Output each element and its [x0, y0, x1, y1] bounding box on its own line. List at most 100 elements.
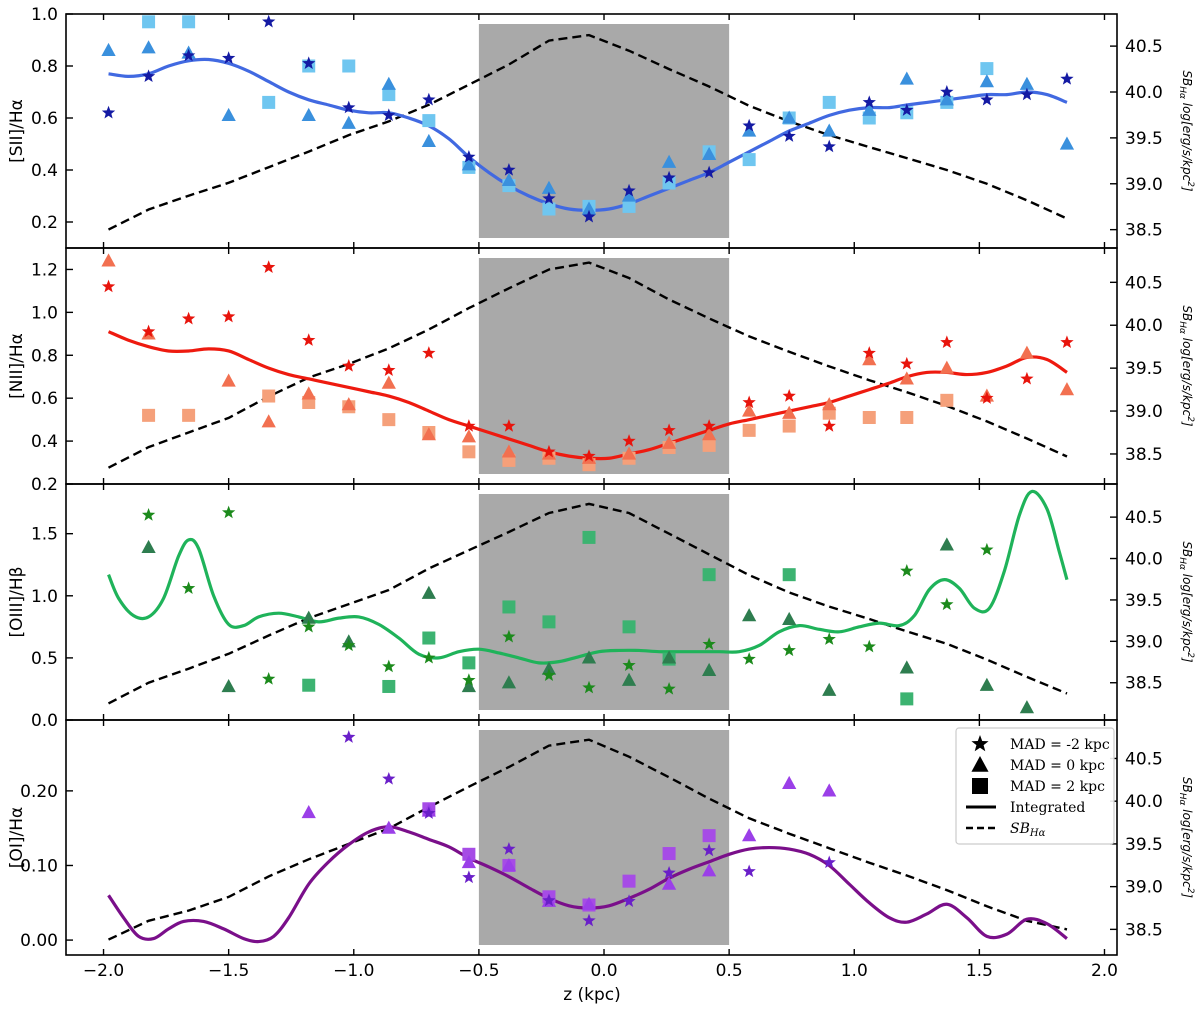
triangle-point — [939, 537, 954, 551]
star-point — [262, 14, 276, 28]
triangle-point — [221, 373, 236, 387]
y-axis-label: [OI]/Hα — [7, 807, 27, 868]
y-tick-label: 0.8 — [31, 346, 58, 366]
y-tick-label: 0.5 — [31, 649, 58, 669]
x-axis-label: z (kpc) — [563, 985, 621, 1005]
y2-label-end: ] — [1180, 892, 1194, 898]
triangle-point — [621, 188, 637, 202]
star-point — [302, 333, 316, 346]
triangle-point — [742, 828, 757, 842]
y2-label-rest: log[erg/s/kpc — [1180, 570, 1194, 653]
triangle-point — [701, 427, 717, 441]
triangle-point — [221, 678, 236, 693]
star-point — [900, 356, 914, 370]
star-point — [302, 619, 316, 633]
triangle-point — [301, 386, 316, 400]
triangle-point — [301, 610, 316, 624]
star-point — [900, 563, 914, 577]
panel-2: 0.2 0.4 0.6 0.8 1.0 1.2 38.5 39.0 39.5 40.0 40.5 [N… — [7, 247, 1195, 495]
shaded-region — [478, 24, 730, 238]
triangle-point — [979, 677, 995, 691]
y-tick-label: 0.6 — [31, 109, 58, 129]
legend-label: MAD = 0 kpc — [1010, 758, 1105, 774]
triangle-point — [862, 102, 877, 116]
y-tick-label: 1.2 — [31, 260, 58, 280]
legend-label: MAD = 2 kpc — [1010, 779, 1105, 795]
triangle-point — [782, 405, 797, 419]
triangle-point — [421, 133, 436, 148]
legend-label-main: SB — [1010, 821, 1030, 837]
triangle-point — [661, 154, 677, 168]
triangle-point — [782, 775, 797, 790]
y2-tick-label: 40.0 — [1125, 792, 1163, 812]
star-point — [702, 843, 716, 857]
star-point — [702, 637, 716, 650]
y-tick-label: 1.5 — [31, 525, 58, 545]
star-point — [862, 346, 876, 359]
legend-box — [955, 727, 1115, 845]
star-point — [662, 170, 676, 184]
square-point — [900, 410, 914, 424]
legend-label-sub: Hα — [1029, 828, 1046, 839]
triangle-point — [939, 92, 954, 106]
y2-tick-label: 40.0 — [1125, 83, 1163, 103]
triangle-point — [621, 672, 637, 686]
triangle-point — [381, 820, 396, 834]
star-point — [622, 658, 636, 672]
y2-label-end: ] — [1180, 421, 1194, 427]
y-tick-label: 0.2 — [31, 475, 58, 495]
triangle-point — [1019, 345, 1035, 359]
y2-label-main: SB — [1180, 70, 1194, 86]
square-point — [622, 620, 636, 634]
square-point — [502, 600, 516, 614]
square-point — [462, 656, 476, 670]
x-tick-label: 1.0 — [841, 961, 868, 981]
triangle-point — [621, 446, 637, 460]
star-point — [382, 771, 396, 785]
y2-axis-label: SBHα log[erg/s/kpc2] — [1177, 777, 1195, 899]
square-point — [262, 389, 276, 403]
sb-halpha-line — [107, 502, 1068, 705]
square-point — [662, 176, 676, 190]
star-point — [742, 395, 756, 409]
square-point — [702, 438, 716, 452]
x-tick-label: 2.0 — [1091, 961, 1118, 981]
triangle-point — [899, 371, 914, 385]
triangle-point — [461, 429, 477, 443]
y2-label-sub: Hα — [1177, 321, 1187, 334]
square-point — [382, 679, 396, 693]
x-tick-label: 0.0 — [590, 961, 617, 981]
triangle-point — [461, 678, 477, 693]
triangle-point — [101, 42, 116, 57]
legend-label: SBHα — [1010, 821, 1046, 839]
triangle-point — [141, 539, 156, 553]
y2-label-main: SB — [1180, 541, 1194, 557]
triangle-point — [782, 110, 797, 124]
star-point — [940, 85, 954, 98]
shaded-region — [478, 494, 730, 710]
y2-tick-label: 39.5 — [1125, 129, 1163, 149]
square-point — [940, 393, 954, 407]
square-point — [542, 202, 556, 216]
y2-tick-label: 40.0 — [1125, 316, 1163, 336]
star-point — [141, 508, 156, 521]
triangle-point — [381, 375, 396, 389]
triangle-point — [742, 123, 757, 137]
star-point — [822, 855, 836, 869]
star-point — [342, 359, 356, 372]
triangle-point — [701, 146, 717, 161]
square-point — [742, 153, 756, 167]
triangle-point — [461, 854, 477, 869]
square-point — [622, 874, 636, 888]
star-point — [980, 391, 994, 404]
star-point — [462, 673, 476, 686]
triangle-point — [421, 585, 436, 599]
star-point — [181, 311, 196, 325]
star-point — [702, 165, 716, 179]
star-point — [782, 389, 796, 402]
triangle-point — [341, 115, 356, 129]
star-point — [582, 209, 596, 223]
y2-label-sup: 2 — [1185, 416, 1195, 422]
y2-label-rest: log[erg/s/kpc — [1180, 99, 1194, 182]
